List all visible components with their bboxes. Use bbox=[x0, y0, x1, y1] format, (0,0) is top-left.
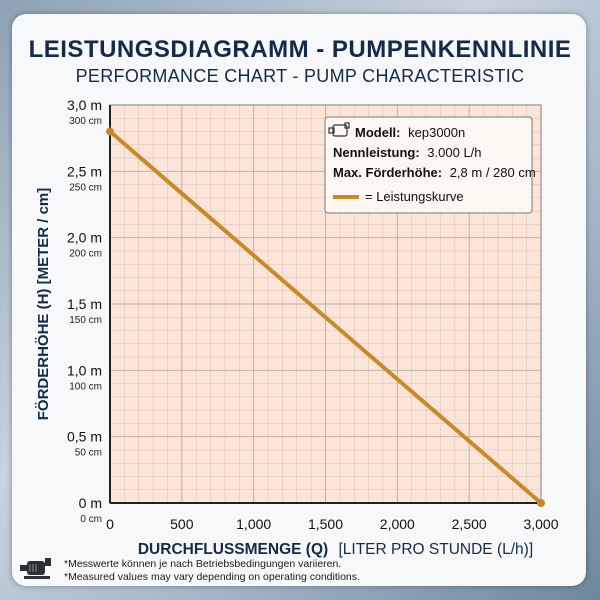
info-power-label: Nennleistung: bbox=[333, 145, 420, 160]
x-tick-label: 2,000 bbox=[380, 516, 415, 532]
info-power: Nennleistung: 3.000 L/h bbox=[333, 145, 482, 160]
data-point bbox=[106, 127, 114, 136]
x-tick-label: 3,000 bbox=[523, 516, 558, 532]
y-tick-label-m: 0 m bbox=[79, 495, 102, 511]
x-tick-label: 2,500 bbox=[452, 516, 487, 532]
y-tick-label-cm: 100 cm bbox=[69, 381, 102, 392]
x-tick-label: 1,000 bbox=[236, 516, 271, 532]
info-model-label: Modell: bbox=[355, 125, 401, 140]
data-point bbox=[537, 499, 545, 507]
pump-icon-outlet bbox=[344, 122, 350, 129]
pump-icon-inlet bbox=[328, 127, 335, 134]
info-model-value: kep3000n bbox=[408, 125, 465, 140]
y-tick-label-m: 0,5 m bbox=[67, 429, 102, 445]
info-power-value: 3.000 L/h bbox=[427, 145, 481, 160]
footer-pump-icon bbox=[20, 558, 51, 579]
info-box: Modell: kep3000n Nennleistung: 3.000 L/h… bbox=[324, 116, 536, 214]
series-group bbox=[106, 127, 545, 507]
info-box-frame bbox=[324, 116, 533, 214]
axes bbox=[109, 104, 542, 504]
y-tick-label-cm: 250 cm bbox=[69, 182, 102, 193]
y-tick-label-m: 3,0 m bbox=[67, 97, 102, 113]
legend-entry-label: = Leistungskurve bbox=[365, 189, 464, 204]
pump-icon bbox=[328, 122, 350, 137]
y-axis-label: FÖRDERHÖHE (H) [METER / cm] bbox=[35, 188, 52, 421]
y-tick-label-m: 2,0 m bbox=[67, 230, 102, 246]
y-tick-label-m: 1,5 m bbox=[67, 296, 102, 312]
info-model: Modell: kep3000n bbox=[355, 125, 465, 140]
y-tick-label-cm: 150 cm bbox=[69, 315, 102, 326]
x-axis-label-unit: [LITER PRO STUNDE (L/h)] bbox=[338, 541, 533, 558]
y-tick-label-m: 1,0 m bbox=[67, 362, 102, 378]
info-head-label: Max. Förderhöhe: bbox=[333, 165, 442, 180]
y-tick-label-cm: 200 cm bbox=[69, 249, 102, 260]
info-head-value: 2,8 m / 280 cm bbox=[450, 165, 536, 180]
series-line-leistungskurve bbox=[108, 129, 543, 505]
chart-title: LEISTUNGSDIAGRAMM - PUMPENKENNLINIE bbox=[28, 36, 572, 63]
y-tick-label-cm: 300 cm bbox=[69, 116, 102, 127]
chart-subtitle: PERFORMANCE CHART - PUMP CHARACTERISTIC bbox=[75, 66, 525, 86]
x-tick-label: 500 bbox=[170, 516, 194, 532]
x-axis-label: DURCHFLUSSMENGE (Q) [LITER PRO STUNDE (L… bbox=[138, 541, 533, 558]
footnote-de: *Messwerte können je nach Betriebsbeding… bbox=[64, 558, 342, 570]
y-tick-label-cm: 0 cm bbox=[80, 514, 102, 525]
x-tick-label: 1,500 bbox=[308, 516, 343, 532]
tick-labels: 0 m 0 cm 0,5 m 50 cm 1,0 m 100 cm 1,5 m 150 cm 2… bbox=[67, 97, 559, 532]
y-tick-label-m: 2,5 m bbox=[67, 163, 102, 179]
pump-icon-body bbox=[332, 124, 348, 137]
y-tick-label-cm: 50 cm bbox=[75, 448, 102, 459]
info-head: Max. Förderhöhe: 2,8 m / 280 cm bbox=[333, 165, 536, 180]
x-axis-label-bold: DURCHFLUSSMENGE (Q) bbox=[138, 541, 328, 558]
x-tick-label: 0 bbox=[106, 516, 114, 532]
footnote-en: *Measured values may vary depending on o… bbox=[64, 571, 360, 583]
